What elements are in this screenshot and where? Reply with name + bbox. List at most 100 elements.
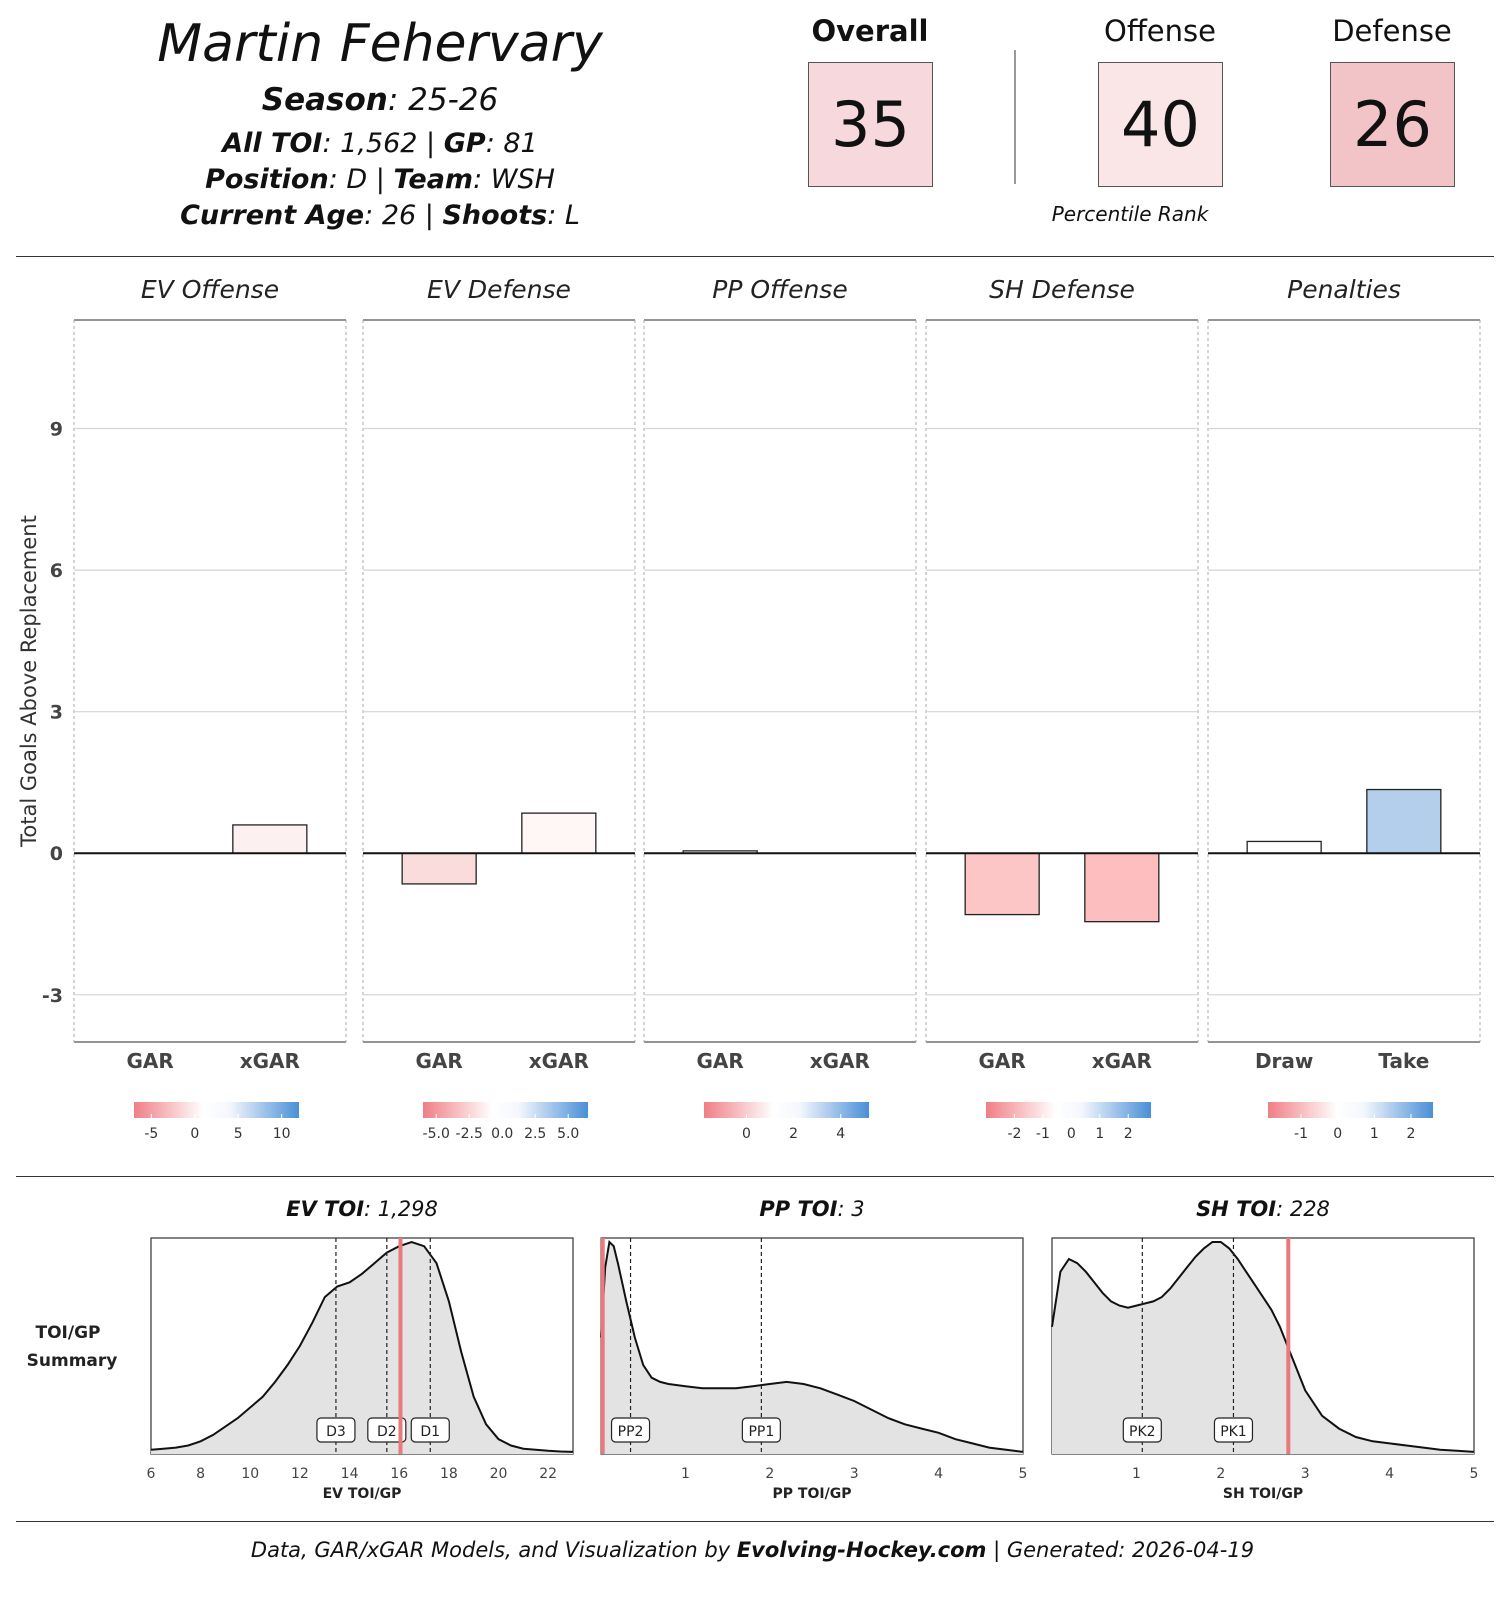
legend-tick-label: -5.0 <box>423 1126 450 1142</box>
x-tick-label: 2 <box>765 1466 774 1482</box>
bar-xgar <box>1084 852 1160 923</box>
panel-title: SH Defense <box>989 275 1135 304</box>
offense-score-box: 40 <box>1098 62 1223 187</box>
ref-label-box <box>316 1417 356 1443</box>
legend-tick-label: -2.5 <box>456 1126 483 1142</box>
density-line <box>150 1240 574 1453</box>
bar-draw <box>1246 840 1322 854</box>
ref-label: D3 <box>326 1424 346 1440</box>
toi-panel-ev-toi: EV TOI: 1,298 D3 D2 D1 6 8 10 12 14 16 18 20 22 EV TO… <box>147 1197 574 1502</box>
footer-prefix: Data, GAR/xGAR Models, and Visualization… <box>250 1538 737 1562</box>
color-legend-bar <box>1268 1102 1433 1118</box>
density-line <box>1051 1241 1475 1453</box>
legend-tick-label: 5.0 <box>557 1126 579 1142</box>
legend-tick-label: -1 <box>1036 1126 1050 1142</box>
player-name: Martin Fehervary <box>157 14 603 74</box>
toi-title-value: : 3 <box>837 1197 864 1221</box>
y-tick-label: 0 <box>50 843 63 865</box>
x-tick-label: GAR <box>416 1049 463 1073</box>
bar-gar <box>964 852 1040 916</box>
gar-bar-chart: Total Goals Above Replacement -3 0 3 6 9 EV Of… <box>17 275 1481 1142</box>
defense-score: 26 <box>1353 88 1432 161</box>
x-axis-label: SH TOI/GP <box>1223 1486 1303 1502</box>
age-value: 26 <box>381 200 417 231</box>
gar-panel-sh-defense: SH Defense GAR xGAR -2 -1 0 1 2 <box>925 275 1199 1142</box>
toi-title-value: : 1,298 <box>364 1197 438 1221</box>
x-tick-label: GAR <box>979 1049 1026 1073</box>
density-area <box>151 1242 573 1454</box>
x-tick-label: xGAR <box>529 1049 589 1073</box>
ref-label: D2 <box>377 1424 397 1440</box>
legend-tick-label: 5 <box>234 1126 243 1142</box>
toi-panel-pp-toi: PP TOI: 3 PP2 PP1 1 2 3 4 5 PP TOI/GP <box>600 1197 1028 1502</box>
legend-tick-label: 0 <box>1333 1126 1342 1142</box>
x-tick-label: 4 <box>1385 1466 1394 1482</box>
color-legend-bar <box>134 1102 299 1118</box>
ref-label: PK2 <box>1129 1424 1156 1440</box>
y-tick-label: 9 <box>50 419 63 441</box>
legend-tick-label: 1 <box>1095 1126 1104 1142</box>
toi-panel-title: PP TOI: 3 <box>759 1197 864 1221</box>
toi-title-label: SH TOI <box>1196 1197 1276 1221</box>
legend-tick-label: -1 <box>1294 1126 1308 1142</box>
x-tick-label: xGAR <box>240 1049 300 1073</box>
x-tick-label: xGAR <box>810 1049 870 1073</box>
bar-gar <box>401 852 477 885</box>
overall-label: Overall <box>811 14 929 48</box>
ref-label-box <box>367 1417 407 1443</box>
x-tick-label: Draw <box>1255 1049 1313 1073</box>
gar-panel-penalties: Penalties Draw Take -1 0 1 2 <box>1207 275 1481 1142</box>
toi-panel-title: EV TOI: 1,298 <box>286 1197 438 1221</box>
shoots-label: Shoots <box>442 200 548 231</box>
x-tick-label: 4 <box>934 1466 943 1482</box>
y-tick-label: 3 <box>50 702 63 724</box>
x-tick-label: 5 <box>1019 1466 1028 1482</box>
legend-tick-label: 1 <box>1370 1126 1379 1142</box>
toi-title-value: : 228 <box>1276 1197 1330 1221</box>
position-label: Position <box>205 164 329 195</box>
footer-site: Evolving-Hockey.com <box>736 1538 987 1562</box>
percentile-rank-label: Percentile Rank <box>1051 202 1209 226</box>
shoots-value: L <box>564 200 580 231</box>
bar-xgar <box>232 824 308 854</box>
legend-tick-label: 2.5 <box>524 1126 546 1142</box>
team-value: WSH <box>490 164 555 195</box>
ref-label: PK1 <box>1220 1424 1247 1440</box>
ref-label-box <box>610 1417 651 1443</box>
x-axis-label: EV TOI/GP <box>323 1486 402 1502</box>
y-tick-label: 6 <box>50 560 63 582</box>
color-legend-bar <box>423 1102 588 1118</box>
ref-label-box <box>1122 1417 1162 1443</box>
color-legend-bar <box>986 1102 1151 1118</box>
density-area <box>601 1242 1023 1454</box>
panel-title: EV Offense <box>141 275 279 304</box>
divider-bottom <box>16 1521 1494 1522</box>
side-label-toi-gp: TOI/GP <box>36 1323 101 1343</box>
ref-label: D1 <box>420 1424 440 1440</box>
bar-xgar <box>521 812 597 854</box>
ref-label-box <box>410 1417 450 1443</box>
footer-suffix: | Generated: 2026-04-19 <box>986 1538 1255 1562</box>
gar-panel-ev-offense: EV Offense GAR xGAR -5 0 5 10 <box>73 275 347 1142</box>
gar-panel-ev-defense: EV Defense GAR xGAR -5.0 -2.5 0.0 2.5 5.0 <box>362 275 636 1142</box>
toi-line: All TOI: 1,562 | GP: 81 <box>222 128 538 159</box>
position-value: D <box>346 164 368 195</box>
season-value: 25-26 <box>408 82 499 118</box>
x-tick-label: 16 <box>390 1466 408 1482</box>
toi-panel-title: SH TOI: 228 <box>1196 1197 1330 1221</box>
x-tick-label: 2 <box>1216 1466 1225 1482</box>
x-tick-label: 3 <box>850 1466 859 1482</box>
x-tick-label: 5 <box>1470 1466 1479 1482</box>
ref-label-box <box>1213 1417 1254 1443</box>
y-axis-label: Total Goals Above Replacement <box>17 515 41 848</box>
toi-title-label: PP TOI <box>759 1197 837 1221</box>
toi-panel-sh-toi: SH TOI: 228 PK2 PK1 1 2 3 4 5 SH TOI/GP <box>1051 1197 1479 1502</box>
x-tick-label: 1 <box>1132 1466 1141 1482</box>
ref-label: PP1 <box>748 1424 774 1440</box>
legend-tick-label: 0.0 <box>491 1126 513 1142</box>
legend-tick-label: 2 <box>789 1126 798 1142</box>
team-label: Team <box>393 164 474 195</box>
x-axis-label: PP TOI/GP <box>773 1486 852 1502</box>
defense-score-box: 26 <box>1330 62 1455 187</box>
